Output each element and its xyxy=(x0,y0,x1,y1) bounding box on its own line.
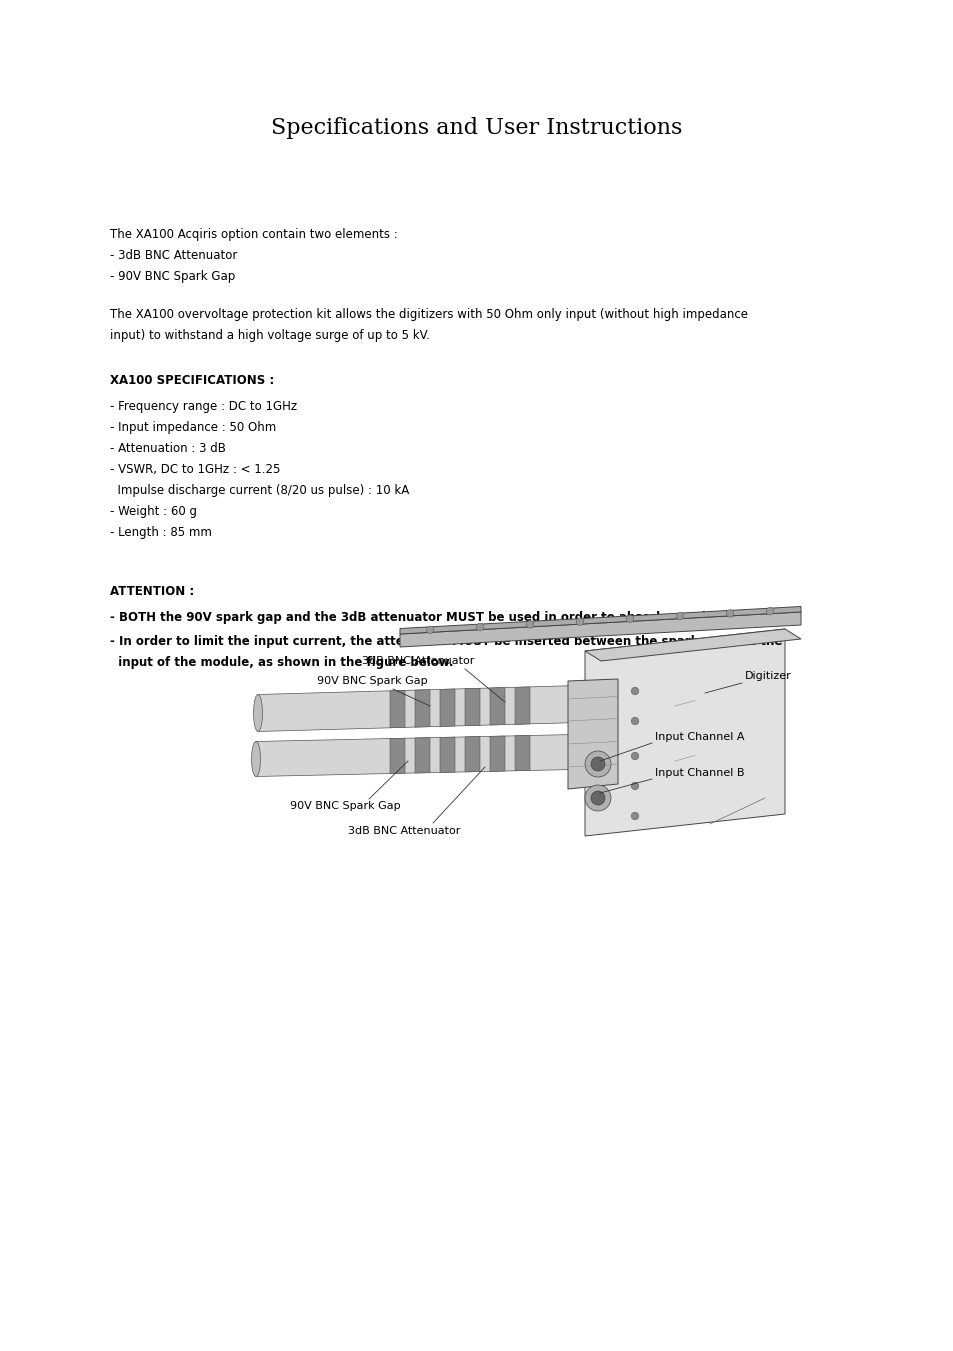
Text: input of the module, as shown in the figure below.: input of the module, as shown in the fig… xyxy=(110,657,453,669)
Polygon shape xyxy=(490,736,504,771)
Circle shape xyxy=(676,612,683,620)
Text: - Frequency range : DC to 1GHz: - Frequency range : DC to 1GHz xyxy=(110,400,296,413)
Text: Digitizer: Digitizer xyxy=(744,671,791,681)
Circle shape xyxy=(426,626,434,634)
Polygon shape xyxy=(464,688,479,725)
Circle shape xyxy=(631,753,639,759)
Circle shape xyxy=(625,615,633,623)
Text: - 3dB BNC Attenuator: - 3dB BNC Attenuator xyxy=(110,249,237,262)
Circle shape xyxy=(526,620,534,628)
Polygon shape xyxy=(584,630,801,661)
Circle shape xyxy=(631,812,639,820)
Ellipse shape xyxy=(252,742,260,777)
Text: ATTENTION :: ATTENTION : xyxy=(110,585,194,598)
Text: The XA100 Acqiris option contain two elements :: The XA100 Acqiris option contain two ele… xyxy=(110,228,397,240)
Circle shape xyxy=(576,617,583,626)
Text: - Input impedance : 50 Ohm: - Input impedance : 50 Ohm xyxy=(110,422,276,434)
Text: XA100 SPECIFICATIONS :: XA100 SPECIFICATIONS : xyxy=(110,374,274,386)
Polygon shape xyxy=(415,689,430,727)
Circle shape xyxy=(631,782,639,790)
Circle shape xyxy=(590,757,604,771)
Text: - BOTH the 90V spark gap and the 3dB attenuator MUST be used in order to absorb : - BOTH the 90V spark gap and the 3dB att… xyxy=(110,611,788,624)
Polygon shape xyxy=(464,736,479,771)
Text: Input Channel B: Input Channel B xyxy=(655,767,743,778)
Text: Impulse discharge current (8/20 us pulse) : 10 kA: Impulse discharge current (8/20 us pulse… xyxy=(110,484,409,497)
Text: 90V BNC Spark Gap: 90V BNC Spark Gap xyxy=(316,676,427,686)
Polygon shape xyxy=(584,630,784,836)
Polygon shape xyxy=(390,738,405,774)
Circle shape xyxy=(476,623,483,631)
Text: input) to withstand a high voltage surge of up to 5 kV.: input) to withstand a high voltage surge… xyxy=(110,330,430,342)
Circle shape xyxy=(590,790,604,805)
Text: 3dB BNC Attenuator: 3dB BNC Attenuator xyxy=(348,825,460,836)
Polygon shape xyxy=(515,686,530,724)
Text: Input Channel A: Input Channel A xyxy=(655,732,743,742)
Circle shape xyxy=(765,608,773,615)
Polygon shape xyxy=(415,738,430,773)
Text: Specifications and User Instructions: Specifications and User Instructions xyxy=(271,118,682,139)
Polygon shape xyxy=(439,738,455,773)
Polygon shape xyxy=(515,735,530,771)
Text: 3dB BNC Attenuator: 3dB BNC Attenuator xyxy=(361,657,474,666)
Polygon shape xyxy=(439,689,455,727)
Polygon shape xyxy=(390,690,405,728)
Text: - 90V BNC Spark Gap: - 90V BNC Spark Gap xyxy=(110,270,235,282)
Text: - Attenuation : 3 dB: - Attenuation : 3 dB xyxy=(110,442,226,455)
Text: 90V BNC Spark Gap: 90V BNC Spark Gap xyxy=(290,801,400,811)
Text: The XA100 overvoltage protection kit allows the digitizers with 50 Ohm only inpu: The XA100 overvoltage protection kit all… xyxy=(110,308,747,322)
Polygon shape xyxy=(567,680,618,789)
Circle shape xyxy=(631,688,639,694)
Circle shape xyxy=(631,717,639,724)
Ellipse shape xyxy=(253,694,262,731)
Circle shape xyxy=(584,751,610,777)
Polygon shape xyxy=(399,612,801,647)
Polygon shape xyxy=(257,685,581,731)
Circle shape xyxy=(584,785,610,811)
Polygon shape xyxy=(255,735,581,777)
Circle shape xyxy=(725,609,733,617)
Text: - Length : 85 mm: - Length : 85 mm xyxy=(110,526,212,539)
Text: - In order to limit the input current, the attenuator MUST be inserted between t: - In order to limit the input current, t… xyxy=(110,635,781,648)
Polygon shape xyxy=(399,607,801,634)
Text: - VSWR, DC to 1GHz : < 1.25: - VSWR, DC to 1GHz : < 1.25 xyxy=(110,463,280,476)
Polygon shape xyxy=(490,688,504,725)
Text: - Weight : 60 g: - Weight : 60 g xyxy=(110,505,196,517)
